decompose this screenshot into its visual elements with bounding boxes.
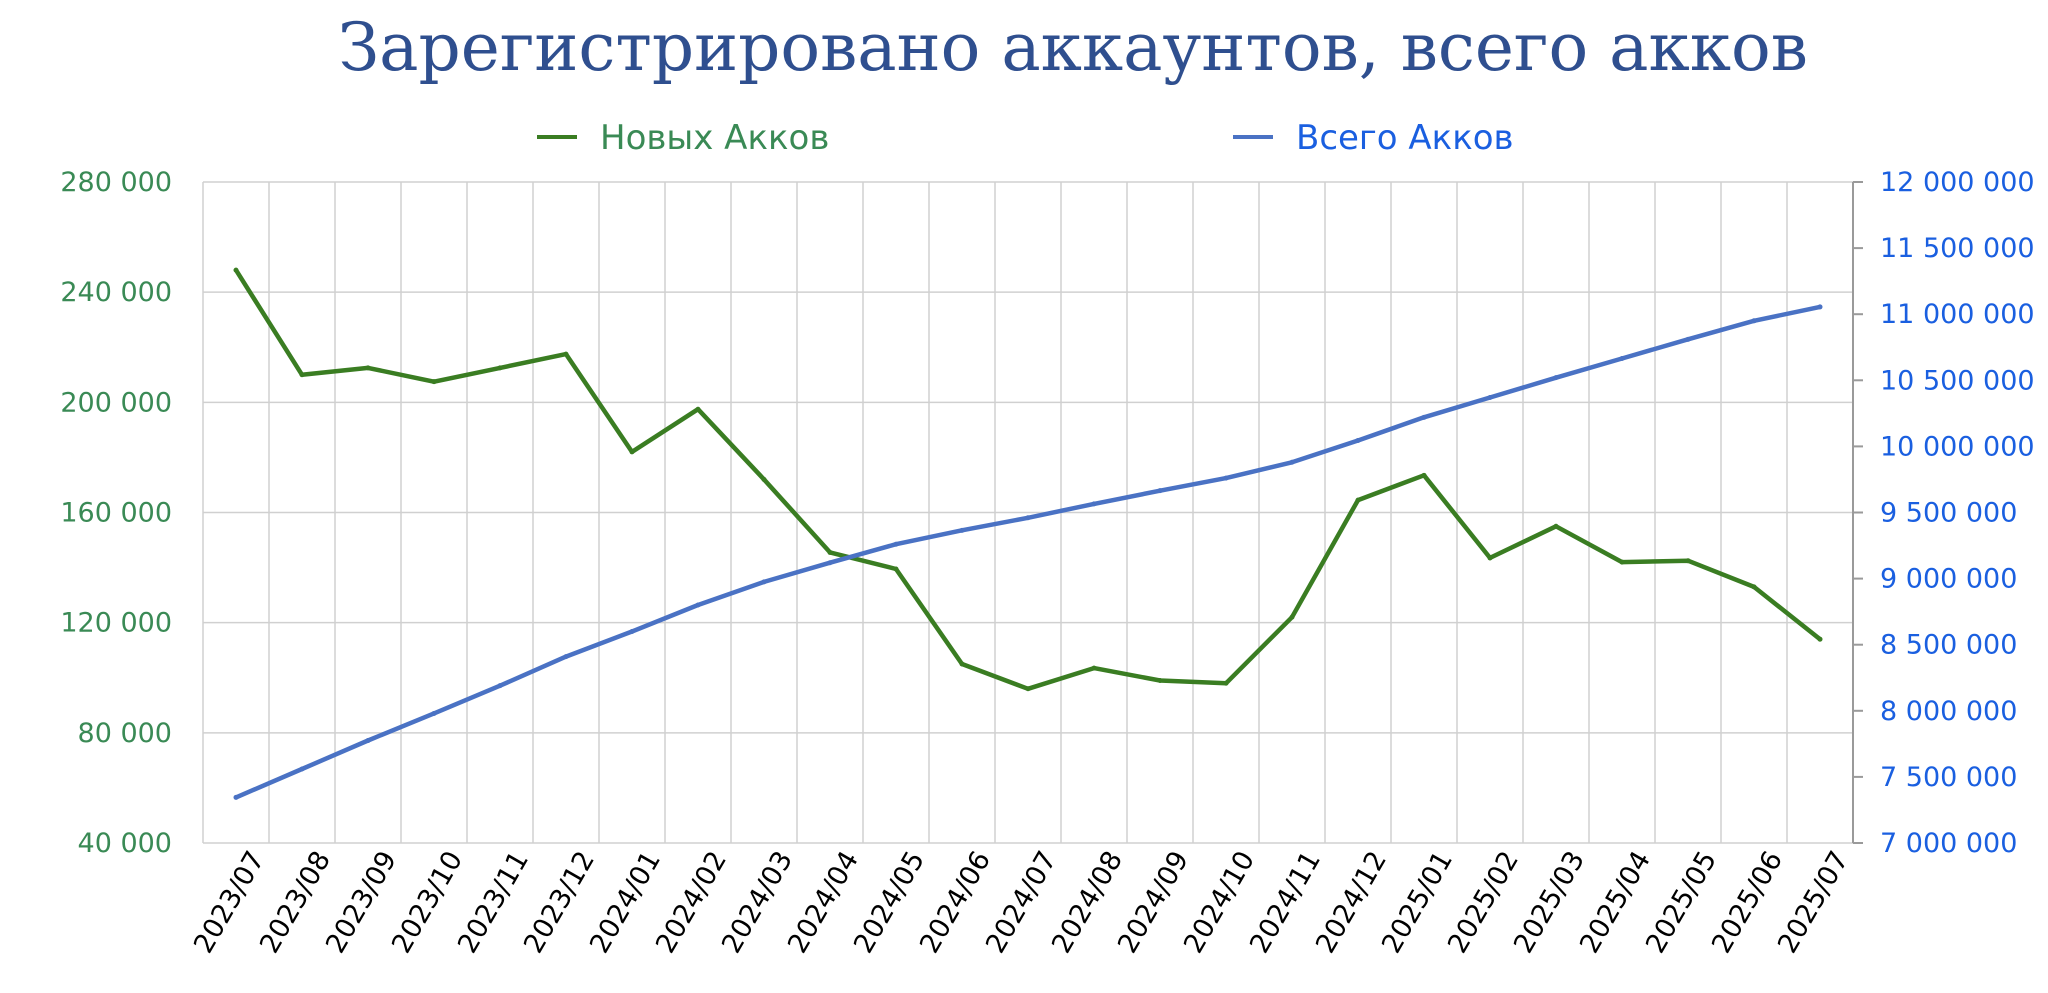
chart-title: Зарегистрировано аккаунтов, всего акков xyxy=(338,9,1808,86)
data-point-new-accounts xyxy=(1685,558,1691,564)
legend-item-new: Новых Акков xyxy=(537,118,829,158)
data-point-new-accounts xyxy=(1421,472,1427,478)
legend-label-total-accounts: Всего Акков xyxy=(1296,118,1514,158)
data-point-new-accounts xyxy=(695,406,701,412)
right-tick-label: 7 500 000 xyxy=(1880,762,2017,793)
right-tick-label: 10 500 000 xyxy=(1880,365,2035,396)
left-tick-label: 280 000 xyxy=(60,167,172,198)
data-point-total-accounts xyxy=(893,541,899,547)
data-point-new-accounts xyxy=(1289,614,1295,620)
data-point-new-accounts xyxy=(497,365,503,371)
data-point-total-accounts xyxy=(1223,475,1229,481)
right-tick-label: 8 000 000 xyxy=(1880,696,2017,727)
data-point-total-accounts xyxy=(1157,488,1163,494)
right-tick-label: 10 000 000 xyxy=(1880,431,2035,462)
left-tick-label: 200 000 xyxy=(60,387,172,418)
data-point-total-accounts xyxy=(431,710,437,716)
series-line-new-accounts xyxy=(233,267,1823,692)
right-tick-label: 11 000 000 xyxy=(1880,299,2035,330)
data-point-total-accounts xyxy=(1553,375,1559,381)
data-point-new-accounts xyxy=(1223,680,1229,686)
left-tick-label: 240 000 xyxy=(60,277,172,308)
data-point-total-accounts xyxy=(761,579,767,585)
legend-item-total: Всего Акков xyxy=(1233,118,1514,158)
legend-label-new-accounts: Новых Акков xyxy=(600,118,829,158)
right-y-axis: 7 000 000 7 500 000 8 000 000 8 500 000 9 00… xyxy=(1853,167,2035,859)
data-point-total-accounts xyxy=(233,794,239,800)
data-point-total-accounts xyxy=(1487,394,1493,400)
data-point-total-accounts xyxy=(1817,304,1823,310)
left-tick-label: 80 000 xyxy=(78,718,172,749)
data-point-total-accounts xyxy=(1751,318,1757,324)
data-point-total-accounts xyxy=(299,766,305,772)
data-point-new-accounts xyxy=(761,476,767,482)
data-point-new-accounts xyxy=(365,365,371,371)
data-point-total-accounts xyxy=(365,738,371,744)
data-point-total-accounts xyxy=(1355,437,1361,443)
data-point-new-accounts xyxy=(827,549,833,555)
data-point-new-accounts xyxy=(1487,555,1493,561)
data-point-new-accounts xyxy=(1025,686,1031,692)
series-line-total-accounts xyxy=(233,304,1823,800)
data-point-total-accounts xyxy=(1025,515,1031,521)
right-tick-label: 11 500 000 xyxy=(1880,233,2035,264)
data-point-new-accounts xyxy=(1553,523,1559,529)
data-point-new-accounts xyxy=(299,372,305,378)
data-point-new-accounts xyxy=(1157,678,1163,684)
data-point-new-accounts xyxy=(1751,584,1757,590)
data-point-new-accounts xyxy=(893,566,899,572)
right-tick-label: 9 500 000 xyxy=(1880,498,2017,529)
data-point-new-accounts xyxy=(233,267,239,273)
data-point-total-accounts xyxy=(1685,336,1691,342)
data-point-new-accounts xyxy=(1619,559,1625,565)
data-point-total-accounts xyxy=(497,683,503,689)
right-tick-label: 7 000 000 xyxy=(1880,828,2017,859)
data-point-new-accounts xyxy=(1817,636,1823,642)
data-point-new-accounts xyxy=(629,449,635,455)
right-tick-label: 8 500 000 xyxy=(1880,630,2017,661)
data-point-total-accounts xyxy=(1091,501,1097,507)
series-lines xyxy=(233,267,1823,800)
left-tick-label: 40 000 xyxy=(78,828,172,859)
data-point-new-accounts xyxy=(1355,497,1361,503)
data-point-total-accounts xyxy=(695,602,701,608)
data-point-total-accounts xyxy=(563,654,569,660)
data-point-total-accounts xyxy=(1289,459,1295,465)
data-point-new-accounts xyxy=(431,379,437,385)
data-point-new-accounts xyxy=(563,351,569,357)
left-tick-label: 160 000 xyxy=(60,498,172,529)
right-tick-label: 9 000 000 xyxy=(1880,564,2017,595)
data-point-total-accounts xyxy=(827,560,833,566)
data-point-total-accounts xyxy=(959,527,965,533)
data-point-total-accounts xyxy=(1619,355,1625,361)
data-point-new-accounts xyxy=(959,661,965,667)
grid xyxy=(202,181,1854,844)
data-point-new-accounts xyxy=(1091,665,1097,671)
x-axis: 2023/072023/082023/092023/102023/112023/… xyxy=(188,846,1855,959)
left-y-axis: 40 000 80 000 120 000 160 000 200 000 240 000… xyxy=(60,167,172,859)
left-tick-label: 120 000 xyxy=(60,608,172,639)
data-point-total-accounts xyxy=(629,628,635,634)
legend: Новых Акков Всего Акков xyxy=(537,118,1514,158)
right-tick-label: 12 000 000 xyxy=(1880,167,2035,198)
data-point-total-accounts xyxy=(1421,414,1427,420)
